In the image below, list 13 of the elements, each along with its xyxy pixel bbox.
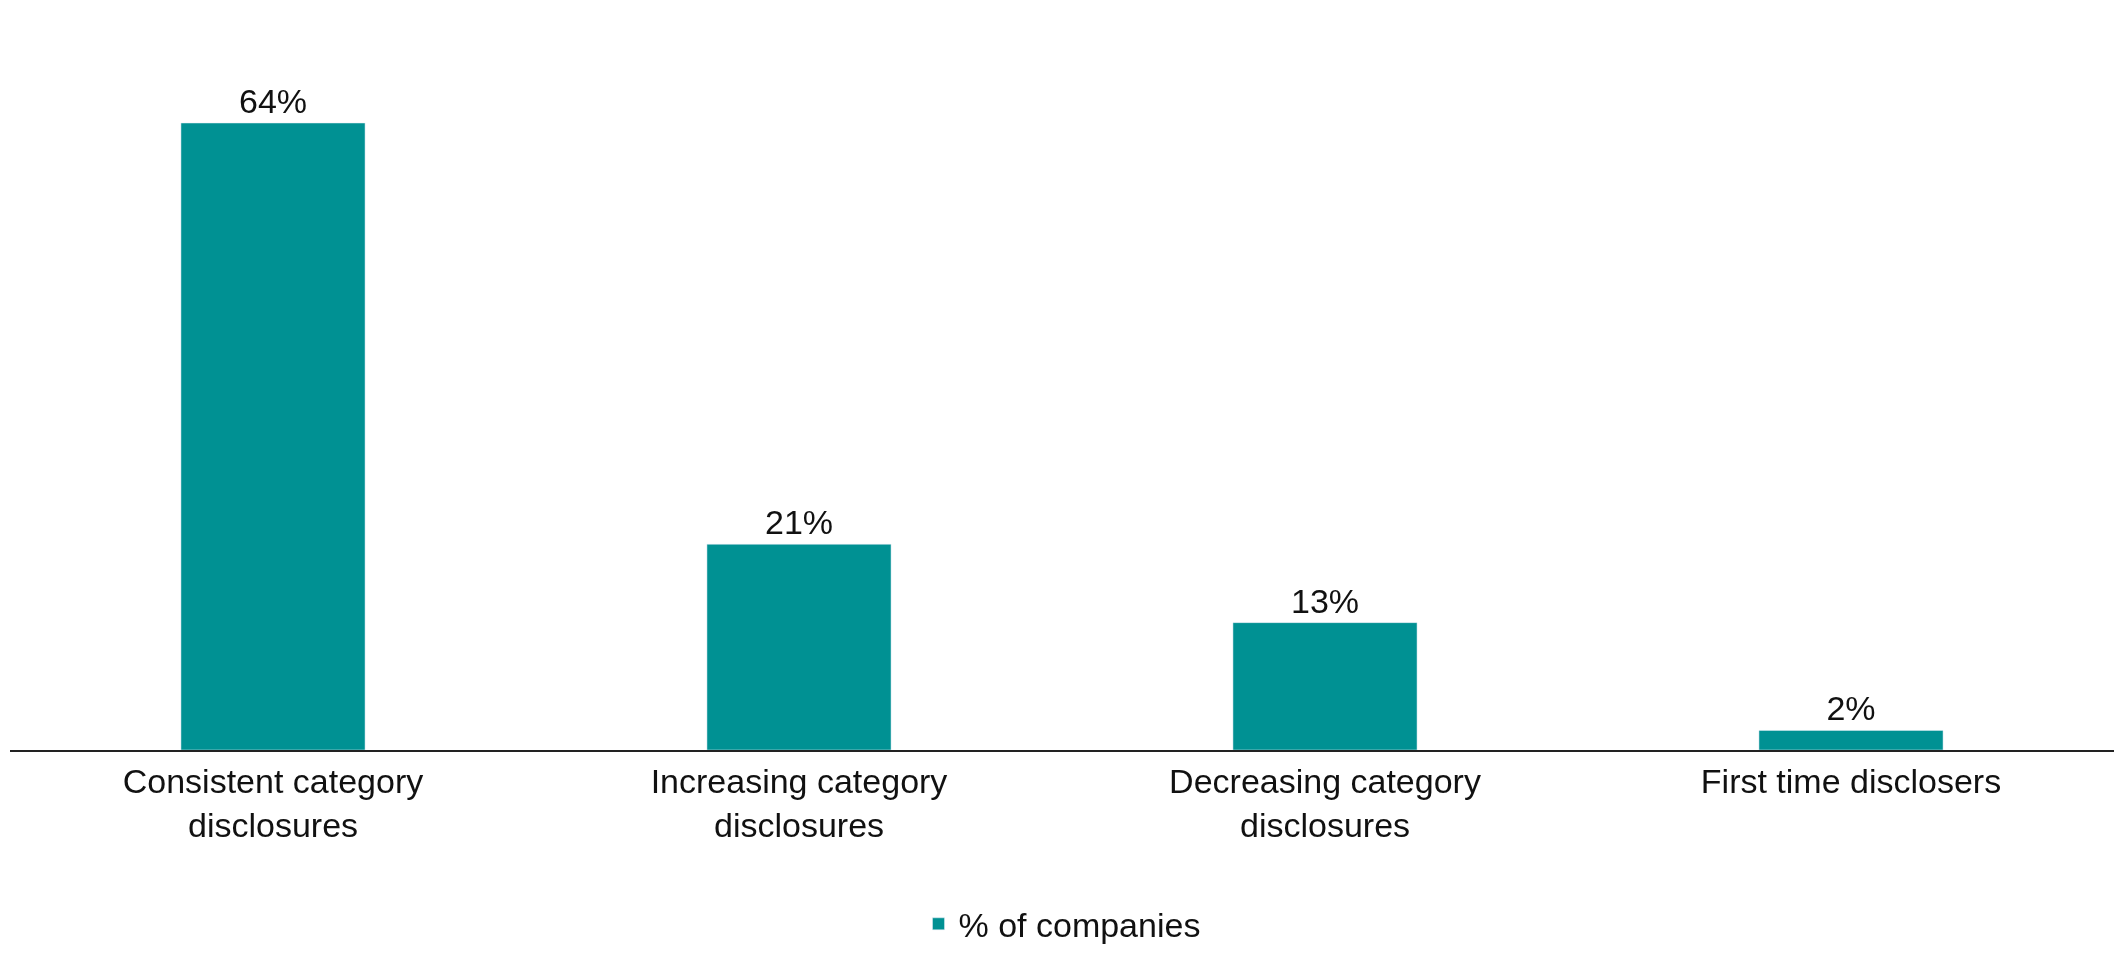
bar [1232,622,1418,750]
legend-label: % of companies [958,906,1201,945]
data-label: 64% [238,82,308,120]
bar [1758,730,1944,750]
data-label: 2% [1826,689,1876,728]
x-tick-label: Increasing category disclosures [650,761,948,844]
data-label: 21% [764,503,834,542]
data-label: 13% [1290,581,1360,620]
x-tick-label: Consistent category disclosures [122,761,424,844]
bar [180,122,366,750]
bar [706,544,892,750]
x-tick-label: First time disclosers [1700,761,2002,800]
x-tick-label: Decreasing category disclosures [1169,761,1481,844]
